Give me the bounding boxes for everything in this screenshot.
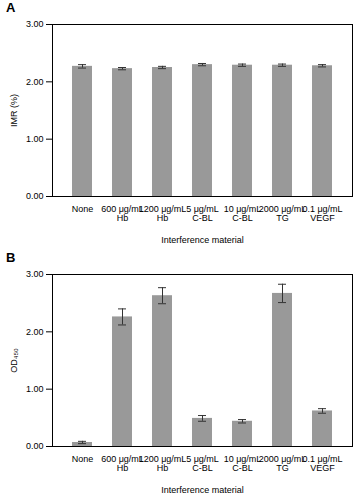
svg-text:None: None [72, 204, 94, 214]
svg-text:1200 μg/mLHb: 1200 μg/mLHb [139, 454, 187, 473]
svg-text:1.00: 1.00 [26, 384, 44, 394]
svg-text:3.00: 3.00 [26, 19, 44, 29]
svg-text:600 μg/mLHb: 600 μg/mLHb [101, 454, 144, 473]
svg-text:2000 μg/mLTG: 2000 μg/mLTG [259, 454, 307, 473]
svg-text:2000 μg/mLTG: 2000 μg/mLTG [259, 204, 307, 223]
svg-text:5 μg/mLC-BL: 5 μg/mLC-BL [186, 454, 219, 473]
svg-text:1200 μg/mLHb: 1200 μg/mLHb [139, 204, 187, 223]
svg-text:1.00: 1.00 [26, 134, 44, 144]
html-text:A: A [6, 0, 16, 15]
svg-text:0.1 μg/mLVEGF: 0.1 μg/mLVEGF [302, 204, 342, 223]
svg-text:600 μg/mLHb: 600 μg/mLHb [101, 204, 144, 223]
svg-text:IMR (%): IMR (%) [9, 94, 19, 127]
svg-text:2.00: 2.00 [26, 327, 44, 337]
html-text:B: B [6, 250, 16, 265]
svg-text:None: None [72, 454, 94, 464]
svg-text:Interference material: Interference material [161, 235, 244, 245]
svg-text:2.00: 2.00 [26, 77, 44, 87]
svg-text:0.00: 0.00 [26, 191, 44, 201]
svg-text:5 μg/mLC-BL: 5 μg/mLC-BL [186, 204, 219, 223]
svg-text:10 μg/mLC-BL: 10 μg/mLC-BL [224, 454, 262, 473]
svg-text:Interference material: Interference material [161, 485, 244, 495]
svg-text:0.00: 0.00 [26, 441, 44, 451]
svg-text:10 μg/mLC-BL: 10 μg/mLC-BL [224, 204, 262, 223]
svg-text:0.1 μg/mLVEGF: 0.1 μg/mLVEGF [302, 454, 342, 473]
svg-text:3.00: 3.00 [26, 269, 44, 279]
svg-text:OD₄₅₀: OD₄₅₀ [9, 348, 19, 373]
